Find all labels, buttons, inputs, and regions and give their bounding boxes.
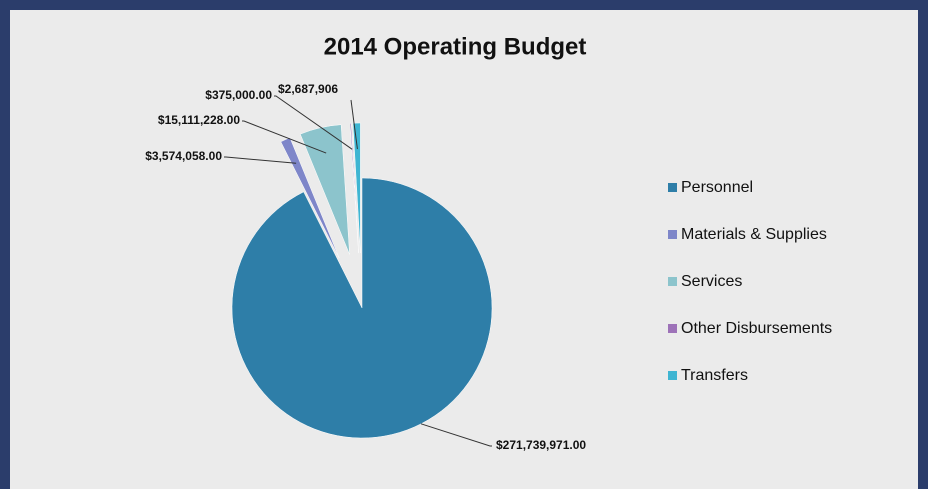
leader-line <box>274 95 353 150</box>
legend-label: Personnel <box>681 179 753 196</box>
legend-swatch <box>668 183 677 192</box>
value-label: $2,687,906 <box>278 82 338 96</box>
chart-title: 2014 Operating Budget <box>324 33 587 60</box>
leader-line <box>242 120 327 154</box>
value-label: $375,000.00 <box>205 88 272 102</box>
value-label: $15,111,228.00 <box>158 113 240 127</box>
pie-slice <box>231 177 493 439</box>
pie-slice <box>352 122 361 254</box>
legend-label: Materials & Supplies <box>681 226 827 243</box>
legend-swatch <box>668 324 677 333</box>
pie-slice <box>280 137 340 259</box>
legend-label: Other Disbursements <box>681 320 832 337</box>
pie-slice <box>349 123 359 254</box>
legend-swatch <box>668 230 677 239</box>
leader-line <box>224 156 297 164</box>
legend-label: Services <box>681 273 742 290</box>
pie-slice <box>299 124 350 255</box>
leader-line <box>350 99 358 150</box>
leader-line <box>420 423 492 447</box>
legend-swatch <box>668 371 677 380</box>
value-label: $3,574,058.00 <box>145 149 222 163</box>
value-label: $271,739,971.00 <box>496 438 586 452</box>
legend-label: Transfers <box>681 367 748 384</box>
legend-swatch <box>668 277 677 286</box>
